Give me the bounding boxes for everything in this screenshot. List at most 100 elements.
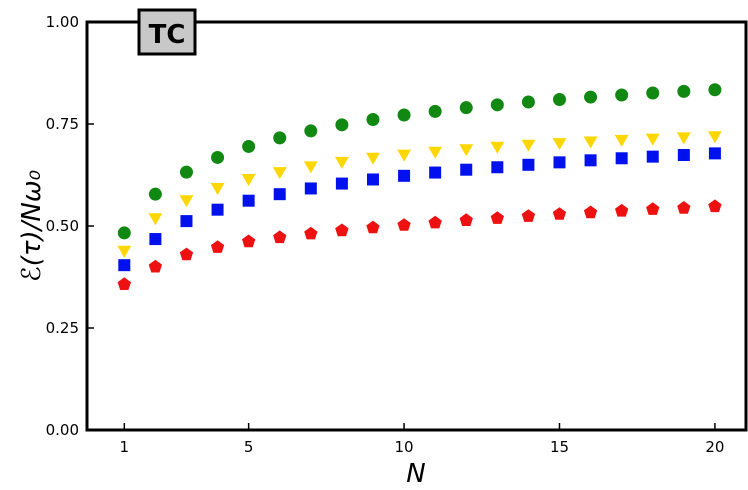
triangle-marker <box>552 138 567 151</box>
triangle-marker <box>521 139 536 152</box>
pentagon-marker <box>304 226 318 240</box>
square-marker <box>646 150 659 163</box>
pentagon-marker <box>242 234 256 248</box>
triangle-marker <box>366 152 380 165</box>
triangle-marker <box>428 146 443 159</box>
triangle-marker <box>241 174 256 186</box>
circle-marker <box>366 113 380 127</box>
circle-marker <box>646 86 660 100</box>
triangle-marker <box>583 136 598 149</box>
pentagon-marker <box>490 211 504 224</box>
pentagon-marker <box>459 213 473 226</box>
x-tick-label: 20 <box>705 438 724 456</box>
square-marker <box>149 233 162 246</box>
tc-badge-label: TC <box>149 20 186 50</box>
triangle-marker <box>676 132 691 145</box>
plot-frame <box>85 20 748 432</box>
triangle-marker <box>303 161 318 174</box>
x-tick-label: 5 <box>244 438 254 456</box>
square-marker <box>398 169 411 182</box>
y-axis-title: ℰ(τ)/Nω₀ <box>17 169 47 282</box>
square-marker <box>273 188 286 201</box>
pentagon-marker <box>148 259 162 273</box>
pentagon-marker <box>552 207 567 220</box>
circle-marker <box>677 84 691 98</box>
square-marker <box>584 154 597 167</box>
circle-marker <box>179 165 193 179</box>
triangle-marker <box>708 131 722 144</box>
square-marker <box>553 156 566 169</box>
square-marker <box>211 203 224 216</box>
square-marker <box>491 161 504 174</box>
pentagon-marker <box>210 240 225 253</box>
triangle-marker <box>490 141 505 154</box>
square-marker <box>615 152 628 165</box>
triangle-marker <box>397 149 411 162</box>
tc-badge: TC <box>137 8 197 56</box>
y-tick-label: 0.25 <box>46 319 79 337</box>
pentagon-marker <box>615 203 629 217</box>
circle-marker <box>117 226 131 240</box>
data-markers <box>117 83 722 290</box>
circle-marker <box>459 101 473 115</box>
pentagon-marker <box>583 205 598 219</box>
triangle-marker <box>614 134 629 147</box>
pentagon-marker <box>708 199 722 213</box>
pentagon-marker <box>335 223 349 237</box>
pentagon-marker <box>521 209 536 222</box>
circle-marker <box>273 131 287 145</box>
circle-marker <box>584 90 598 104</box>
square-marker <box>677 149 690 162</box>
tc-badge-box <box>137 8 197 56</box>
triangle-marker <box>645 133 660 146</box>
x-axis-title: N <box>406 459 425 489</box>
square-marker <box>429 166 442 179</box>
x-tick-label: 1 <box>120 438 130 456</box>
pentagon-marker <box>677 201 691 214</box>
square-marker <box>335 177 348 190</box>
circle-marker <box>148 187 162 201</box>
circle-marker <box>552 93 566 107</box>
pentagon-marker <box>179 247 194 261</box>
pentagon-marker <box>117 277 131 290</box>
y-tick-label: 0.75 <box>46 115 79 133</box>
circle-marker <box>615 88 629 102</box>
pentagon-marker <box>273 230 287 244</box>
circle-marker <box>335 118 349 132</box>
pentagon-marker <box>428 215 442 229</box>
triangle-marker <box>459 144 474 157</box>
circle-marker <box>242 139 256 153</box>
triangle-marker <box>179 195 194 208</box>
circle-marker <box>428 104 442 118</box>
square-marker <box>304 182 317 195</box>
y-tick-label: 1.00 <box>46 13 79 31</box>
x-tick-label: 10 <box>395 438 414 456</box>
y-tick-label: 0.00 <box>46 421 79 439</box>
x-tick-label: 15 <box>550 438 569 456</box>
square-marker <box>118 259 131 272</box>
square-marker <box>180 215 193 228</box>
y-tick-label: 0.50 <box>46 217 79 235</box>
plot-area <box>85 20 748 432</box>
circle-marker <box>521 95 535 109</box>
square-marker <box>460 163 473 176</box>
triangle-marker <box>117 245 132 258</box>
square-marker <box>366 173 379 186</box>
pentagon-marker <box>646 202 660 215</box>
square-marker <box>242 194 255 207</box>
circle-marker <box>490 98 504 112</box>
circle-marker <box>211 150 225 164</box>
pentagon-marker <box>366 220 380 234</box>
square-marker <box>522 158 535 171</box>
y-axis: 0.00 0.25 0.50 0.75 1.00 <box>46 13 94 439</box>
x-axis: 1 5 10 15 20 <box>120 423 724 456</box>
circle-marker <box>708 83 722 97</box>
triangle-marker <box>148 213 163 226</box>
circle-marker <box>397 108 411 122</box>
circle-marker <box>304 124 318 138</box>
square-marker <box>708 147 721 160</box>
triangle-marker <box>335 156 349 169</box>
triangle-marker <box>210 183 225 195</box>
triangle-marker <box>272 167 287 180</box>
